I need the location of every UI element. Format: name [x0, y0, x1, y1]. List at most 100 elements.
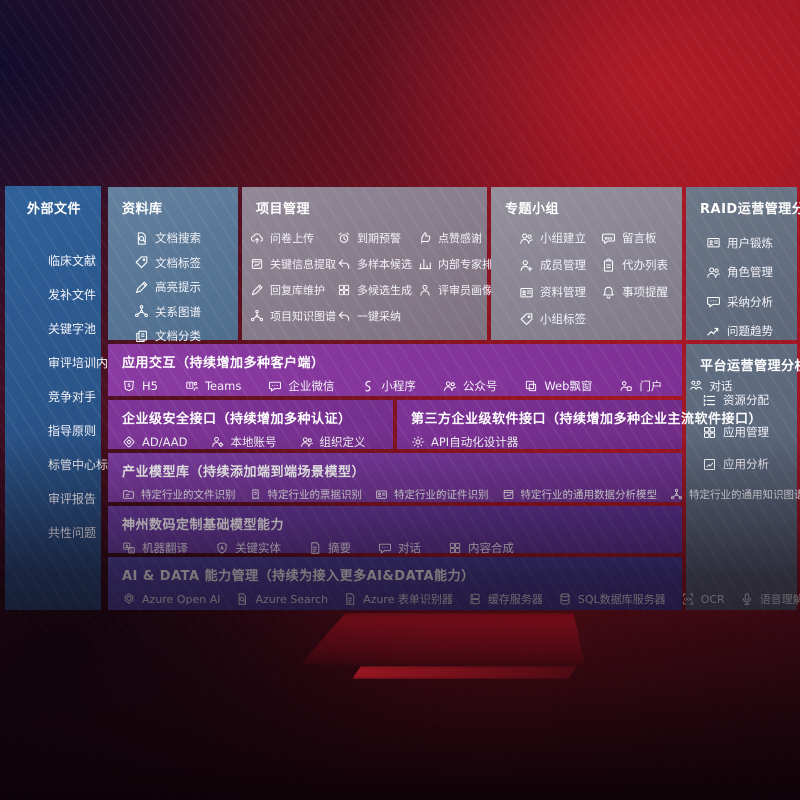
feature-item: 文档标签: [134, 251, 238, 276]
trend-icon: [706, 324, 721, 339]
feature-item: 小组标签: [519, 311, 601, 327]
feature-item: 特定行业的通用知识图谱模型: [670, 487, 800, 502]
tag-icon: [134, 255, 149, 270]
feature-label: 点赞感谢: [438, 232, 482, 245]
feature-label: 特定行业的文件识别: [141, 489, 236, 501]
feature-label: 问题趋势: [727, 324, 773, 339]
summary-icon: [308, 541, 322, 555]
thumbs-up-icon: [418, 231, 432, 245]
feature-label: 机器翻译: [142, 541, 188, 555]
feature-item: H5: [122, 379, 158, 393]
feature-list: 特定行业的文件识别 特定行业的票据识别 特定行业的证件识别 特定行业的通用数据分…: [108, 480, 800, 502]
feature-item: 小组建立: [519, 230, 601, 246]
feature-item: AD/AAD: [122, 435, 188, 449]
synthesis-icon: [448, 541, 462, 555]
panel-title: 专题小组: [505, 202, 560, 217]
feature-label: 门户: [639, 379, 663, 393]
feature-label: 小程序: [381, 379, 416, 393]
feature-label: 指导原则: [48, 423, 97, 438]
feature-item: 语音理解: [740, 591, 800, 607]
feature-item: 企业微信: [268, 378, 334, 394]
org-define-icon: [300, 435, 314, 449]
edit-icon: [250, 283, 264, 297]
feature-label: 内容合成: [468, 541, 514, 555]
knowledge-graph-icon: [134, 304, 149, 319]
feature-item: 共性问题: [48, 515, 101, 549]
feature-label: 对话: [398, 541, 421, 555]
feature-item: 关系图谱: [134, 300, 238, 325]
feature-list: 问卷上传 到期预警 点赞感谢 关键信息提取 多样本候选 内部专家排名 回复库维护…: [242, 230, 504, 324]
feature-label: Azure Search: [255, 592, 329, 606]
feature-label: OCR: [700, 592, 725, 606]
feature-item: 关键信息提取: [250, 256, 337, 272]
feature-item: 关键实体: [215, 540, 281, 556]
feature-item: OCR: [681, 592, 725, 606]
sidebar-item-list: 临床文献 发补文件 关键字池 审评培训内容 竞争对手 指导原则 标管中心标准 审…: [5, 243, 120, 549]
feature-item: 问题趋势: [706, 317, 797, 347]
feature-list: AD/AAD 本地账号 组织定义: [108, 427, 393, 450]
row-title: 企业级安全接口（持续增加多种认证）: [122, 412, 352, 427]
feature-item: 审评报告: [48, 481, 101, 515]
feature-label: 问卷上传: [270, 232, 314, 245]
document-search-icon: [134, 231, 149, 246]
feature-label: 关键信息提取: [270, 258, 336, 271]
h5-icon: [122, 379, 136, 393]
feature-label: 小组标签: [540, 312, 586, 326]
feature-item: 竞争对手: [48, 379, 101, 413]
feature-list: 文档搜索 文档标签 高亮提示 关系图谱 文档分类: [108, 226, 238, 349]
feature-item: 用户锻炼: [706, 228, 797, 258]
feature-label: H5: [142, 379, 158, 393]
feature-label: 文档分类: [155, 329, 201, 344]
feature-item: 机器翻译: [122, 540, 188, 556]
teams-icon: [185, 379, 199, 393]
feature-label: 一键采纳: [357, 310, 401, 323]
feature-list: API自动化设计器: [397, 427, 682, 450]
ad-aad-icon: [122, 435, 136, 449]
document-category-icon: [134, 329, 149, 344]
feature-label: 用户锻炼: [727, 235, 773, 250]
entity-icon: [215, 541, 229, 555]
openai-icon: [122, 592, 136, 606]
feature-label: 到期预警: [357, 232, 401, 245]
alarm-icon: [337, 231, 351, 245]
feature-item: 资料管理: [519, 284, 601, 300]
wechat-work-icon: [268, 379, 282, 393]
azure-search-icon: [235, 592, 249, 606]
feature-label: SQL数据库服务器: [577, 593, 666, 606]
feature-label: 特定行业的通用数据分析模型: [520, 489, 658, 501]
feature-list: Azure Open AI Azure Search Azure 表单识别器 缓…: [108, 584, 800, 607]
feature-label: 事项提醒: [622, 285, 668, 299]
web-window-icon: [524, 379, 538, 393]
panel-title: 资料库: [122, 202, 163, 217]
feature-label: 采纳分析: [727, 294, 773, 309]
feature-item: 多候选生成: [337, 282, 418, 298]
feature-item: 项目知识图谱: [250, 308, 337, 324]
reminder-bell-icon: [601, 285, 616, 300]
feature-label: 摘要: [328, 541, 351, 555]
feature-item: 指导原则: [48, 413, 101, 447]
feature-item: 高亮提示: [134, 275, 238, 300]
feature-item: Web飘窗: [524, 378, 592, 394]
role-users-icon: [706, 265, 721, 280]
row-title: 第三方企业级软件接口（持续增加多种企业主流软件接口）: [411, 412, 763, 427]
dialog-icon: [689, 379, 703, 393]
feature-label: 资源分配: [723, 393, 769, 407]
feature-label: 多样本候选: [357, 258, 412, 271]
row-thirdparty-software: 第三方企业级软件接口（持续增加多种企业主流软件接口） API自动化设计器: [397, 400, 763, 450]
miniprogram-icon: [361, 379, 375, 393]
feature-item: Teams: [185, 379, 241, 393]
feature-label: 资料管理: [540, 285, 586, 299]
material-icon: [519, 285, 534, 300]
todo-list-icon: [601, 258, 616, 273]
reply-icon: [337, 257, 351, 271]
feature-item: 特定行业的证件识别: [375, 487, 489, 502]
panel-title: RAID运营管理分析: [700, 202, 800, 217]
feature-label: 留言板: [622, 231, 657, 245]
highlight-icon: [134, 280, 149, 295]
feature-label: 项目知识图谱: [270, 310, 336, 323]
feature-list: H5 Teams 企业微信 小程序 公众号 Web飘窗 门户 对话: [108, 371, 732, 394]
feature-list: 资源分配 应用管理 应用分析: [686, 384, 797, 480]
panel-title: 项目管理: [256, 202, 311, 217]
user-card-icon: [706, 235, 721, 250]
